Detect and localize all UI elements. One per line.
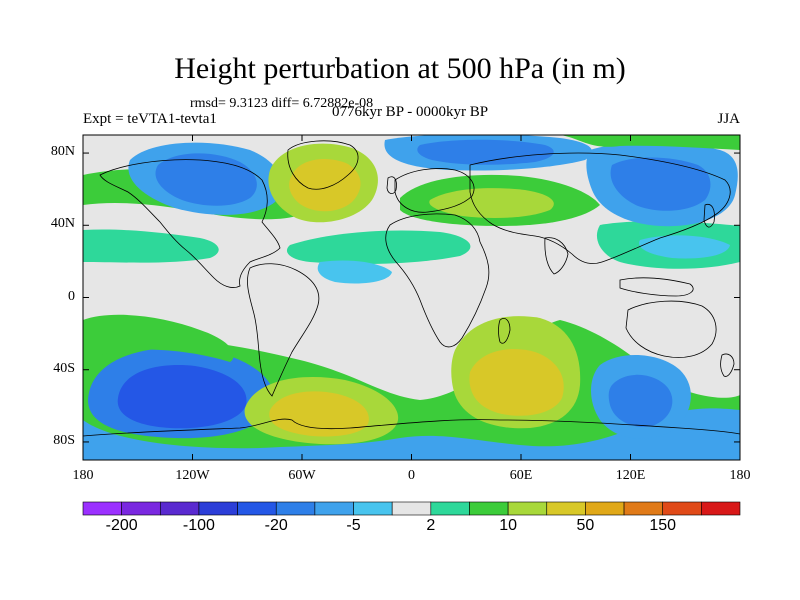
europe-coast [394, 168, 475, 213]
colorbar-swatch [430, 501, 470, 516]
north-america-coast [99, 159, 281, 288]
coastlines [83, 140, 740, 437]
southern-negative-band [83, 408, 740, 460]
north-pacific-low-core [155, 153, 257, 206]
longitude-label: 180 [72, 468, 94, 483]
colorbar-label: -100 [182, 517, 215, 534]
colorbar-swatch [469, 501, 509, 516]
colorbar-swatch [623, 501, 664, 516]
colorbar-swatch [275, 501, 316, 516]
polar-positive [83, 135, 740, 150]
madagascar-coast [498, 318, 511, 344]
uk-coast [386, 176, 397, 194]
longitude-label: 60W [288, 468, 316, 483]
colorbar-swatch [585, 501, 625, 516]
antarctica-coast [83, 418, 740, 437]
indonesia-coast [619, 277, 694, 297]
colorbar-label: -20 [264, 517, 288, 534]
southwest-pacific-positive [83, 314, 234, 362]
colorbar-swatch [237, 501, 277, 516]
colorbar-label: -200 [105, 517, 138, 534]
latitude-label: 80S [53, 432, 75, 448]
australia-coast [625, 300, 717, 358]
period-label: 0776kyr BP - 0000kyr BP [331, 104, 489, 120]
greenland-coast [287, 140, 359, 190]
tropical-atlantic-positive [286, 230, 471, 264]
colorbar-label: 150 [649, 517, 677, 534]
colorbar-label: -5 [346, 517, 361, 534]
south-indian-low-core [608, 374, 673, 427]
colorbar-swatch [507, 501, 548, 516]
latitude-label: 0 [68, 288, 75, 304]
colorbar-swatch [121, 501, 161, 516]
colorbar-boxes [82, 501, 741, 516]
colorbar-swatch [353, 501, 393, 516]
experiment-label: Expt = teVTA1-tevta1 [83, 111, 217, 127]
asia-coast [469, 152, 731, 264]
latitude-label: 40N [50, 216, 75, 232]
tropical-negative-east [639, 235, 730, 259]
india-coast [544, 237, 569, 275]
arctic-low-core [417, 139, 554, 165]
longitude-label: 180 [729, 468, 751, 483]
south-atlantic-high-core [269, 391, 369, 437]
season-label: JJA [717, 111, 740, 127]
longitude-label: 0 [408, 468, 415, 483]
colorbar-swatch [701, 501, 741, 516]
japan-coast [703, 203, 715, 228]
colorbar-swatch [314, 501, 354, 516]
colorbar-swatch [391, 501, 432, 516]
longitude-label: 120W [175, 468, 210, 483]
longitude-label: 120E [615, 468, 646, 483]
indian-ocean-high-core [469, 349, 564, 416]
plot-title: Height perturbation at 500 hPa (in m) [174, 52, 626, 85]
colorbar-swatch [662, 501, 702, 516]
latitude-label: 40S [53, 360, 75, 376]
colorbar-swatch [82, 501, 122, 516]
greenland-high-core [289, 159, 361, 212]
colorbar-label: 2 [426, 517, 436, 534]
latitude-label: 80N [50, 144, 75, 160]
tropical-atlantic-negative [317, 260, 392, 284]
axis-ticks [82, 135, 741, 460]
longitude-label: 60E [509, 468, 533, 483]
colorbar-swatch [159, 501, 200, 516]
colorbar-label: 10 [499, 517, 517, 534]
east-asia-low-core [610, 157, 711, 211]
eurasia-high-core [429, 188, 554, 218]
tropical-positive-west [83, 229, 219, 263]
africa-coast [385, 213, 490, 348]
colorbar-swatch [546, 501, 586, 516]
colorbar-swatch [198, 501, 238, 516]
colorbar-label: 50 [576, 517, 595, 534]
new-zealand-coast [720, 353, 735, 377]
south-america-coast [247, 263, 320, 397]
south-pacific-low-core [117, 365, 247, 429]
stats-text: rmsd= 9.3123 diff= 6.72882e-08 [190, 96, 374, 111]
